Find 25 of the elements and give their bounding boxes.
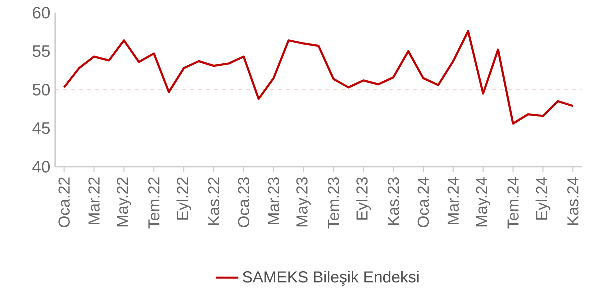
- x-tick-label: May.23: [296, 178, 311, 227]
- y-tick-label: 60: [33, 6, 50, 19]
- x-tick-label: May.24: [476, 177, 491, 227]
- x-tick-label: Oca.22: [58, 178, 70, 228]
- x-tick-label: May.22: [117, 178, 132, 227]
- x-tick-label: Eyl.23: [356, 178, 372, 220]
- x-tick-label: Mar.23: [268, 178, 280, 224]
- x-tick-label: Mar.22: [88, 178, 100, 224]
- x-tick-label: Oca.24: [418, 177, 430, 228]
- x-tick-label: Eyl.24: [536, 177, 551, 220]
- x-tick-label: Kas.22: [208, 178, 220, 226]
- y-tick-label: 50: [32, 84, 50, 96]
- x-tick-label: Mar.24: [448, 177, 460, 224]
- x-tick-label: Oca.23: [238, 178, 250, 228]
- x-tick-label: Tem.22: [148, 178, 160, 229]
- x-tick-label: Tem.23: [328, 178, 340, 229]
- x-tick-label: Eyl.22: [176, 178, 192, 220]
- x-tick-label: Tem.24: [508, 177, 519, 229]
- x-tick-label: Kas.24: [568, 177, 579, 226]
- legend-label: SAMEKS Bileşik Endeksi: [243, 271, 419, 286]
- x-tick-label: Kas.23: [388, 178, 400, 226]
- y-tick-label: 55: [32, 46, 50, 58]
- y-tick-label: 40: [32, 161, 50, 173]
- y-tick-label: 45: [32, 122, 50, 134]
- line-series: [63, 30, 574, 125]
